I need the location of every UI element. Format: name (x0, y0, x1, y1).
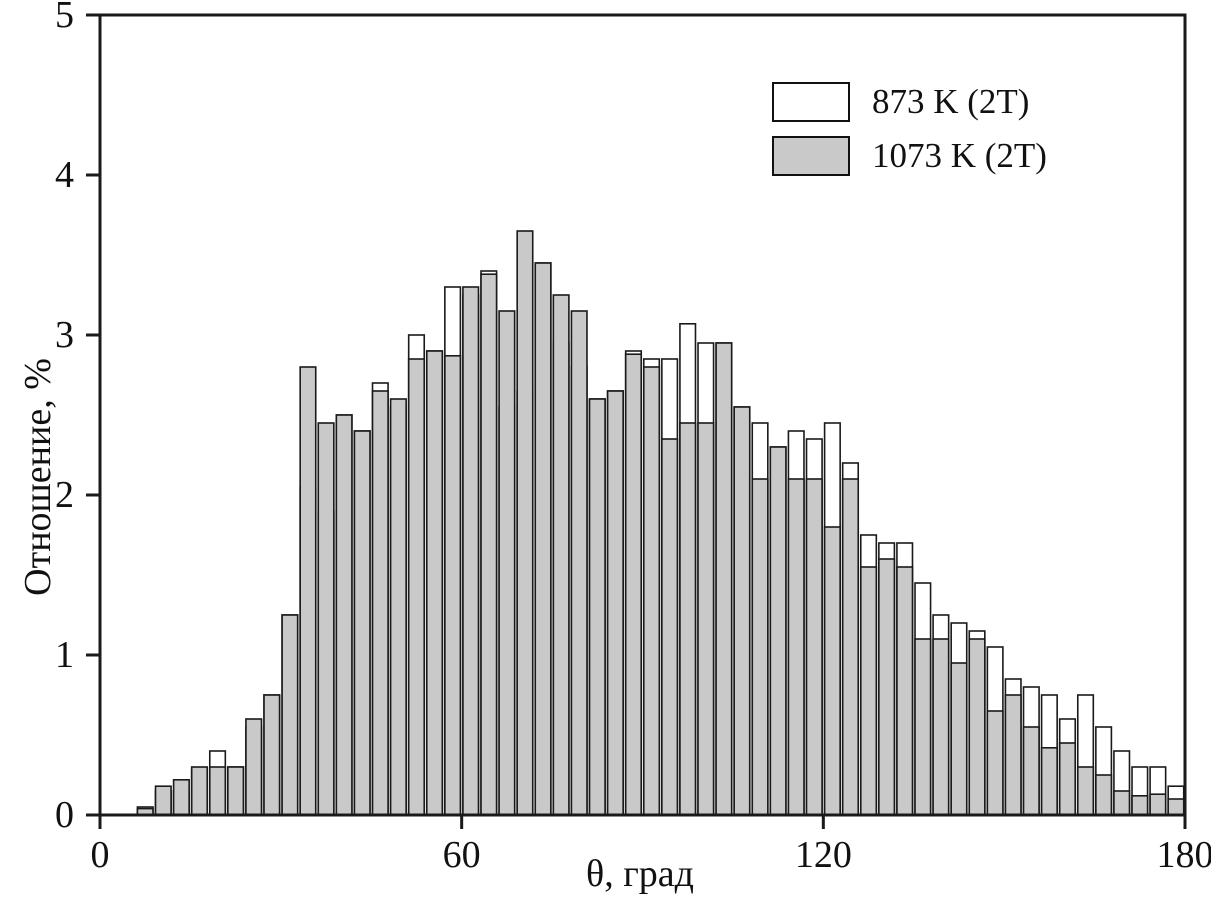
y-tick-label: 2 (55, 474, 74, 516)
y-tick-label: 0 (55, 794, 74, 836)
bar-1073 (1095, 774, 1113, 816)
legend: 873 K (2T) 1073 K (2T) (772, 82, 1047, 176)
bar-1073 (1076, 766, 1095, 816)
bar-1073 (769, 446, 787, 816)
bar-1073 (263, 694, 281, 816)
ticks-layer: 0 1 2 3 4 5 0 60 120 180 (55, 0, 1211, 876)
x-axis-label: θ, град (586, 853, 694, 895)
bar-1073 (950, 662, 968, 816)
x-tick-label: 180 (1157, 834, 1211, 876)
x-tick-label: 0 (91, 834, 110, 876)
bar-1073 (1167, 798, 1185, 816)
x-tick-label: 120 (795, 834, 852, 876)
bar-1073 (859, 566, 878, 816)
bar-1073 (805, 478, 823, 816)
y-axis-label: Отношение, % (17, 358, 59, 596)
bar-1073 (588, 398, 606, 816)
bar-1073 (444, 354, 462, 816)
bar-1073 (968, 638, 986, 816)
bar-1073 (841, 478, 860, 816)
bar-1073 (335, 414, 353, 816)
bar-1073 (353, 430, 371, 816)
y-tick-label: 4 (55, 154, 74, 196)
bar-1073 (679, 422, 697, 816)
bar-1073 (787, 478, 805, 816)
bar-1073 (986, 710, 1004, 816)
bar-1073 (715, 342, 733, 816)
legend-item-1073: 1073 K (2T) (772, 136, 1047, 176)
legend-item-873: 873 K (2T) (772, 82, 1047, 122)
bar-1073 (1131, 794, 1149, 816)
bar-1073 (1149, 793, 1167, 816)
bar-1073 (914, 638, 932, 816)
bar-1073 (697, 422, 715, 816)
bar-1073 (1040, 746, 1058, 816)
bar-1073 (606, 390, 624, 816)
bar-1073 (480, 273, 498, 816)
bar-1073 (932, 638, 950, 816)
bar-1073 (154, 785, 172, 816)
bar-1073 (172, 778, 190, 816)
bar-1073 (498, 310, 516, 816)
bar-1073 (1058, 742, 1077, 816)
bar-1073 (570, 310, 588, 816)
bar-1073 (281, 614, 299, 816)
bar-1073 (751, 478, 769, 816)
bar-1073 (208, 766, 227, 816)
bar-1073 (552, 294, 570, 816)
bar-1073 (299, 366, 317, 816)
bar-1073 (425, 350, 444, 816)
bar-1073 (896, 566, 914, 816)
y-tick-label: 1 (55, 634, 74, 676)
legend-label-873: 873 K (2T) (872, 82, 1030, 121)
legend-swatch-873 (772, 82, 850, 122)
bar-1073 (642, 366, 661, 816)
x-tick-label: 60 (443, 834, 481, 876)
plot-border (98, 13, 1187, 817)
bar-1073 (534, 262, 552, 816)
bar-1073 (661, 438, 679, 816)
bar-1073 (389, 398, 407, 816)
y-tick-label: 5 (55, 0, 74, 36)
bar-1073 (823, 526, 841, 816)
legend-label-1073: 1073 K (2T) (872, 136, 1047, 175)
bar-1073 (245, 718, 263, 816)
bars-layer (136, 230, 1185, 816)
bar-1073 (516, 230, 534, 816)
bar-1073 (190, 766, 209, 816)
bar-1073 (317, 422, 335, 816)
bar-1073 (462, 286, 480, 816)
bar-1073 (407, 358, 426, 816)
bar-1073 (878, 558, 896, 816)
y-tick-label: 3 (55, 314, 74, 356)
bar-1073 (624, 353, 643, 816)
bar-1073 (733, 406, 751, 816)
legend-swatch-1073 (772, 136, 850, 176)
bar-1073 (1004, 694, 1022, 816)
bar-1073 (371, 390, 389, 816)
bar-1073 (1113, 790, 1131, 816)
bar-1073 (227, 766, 245, 816)
bar-1073 (1022, 726, 1040, 816)
